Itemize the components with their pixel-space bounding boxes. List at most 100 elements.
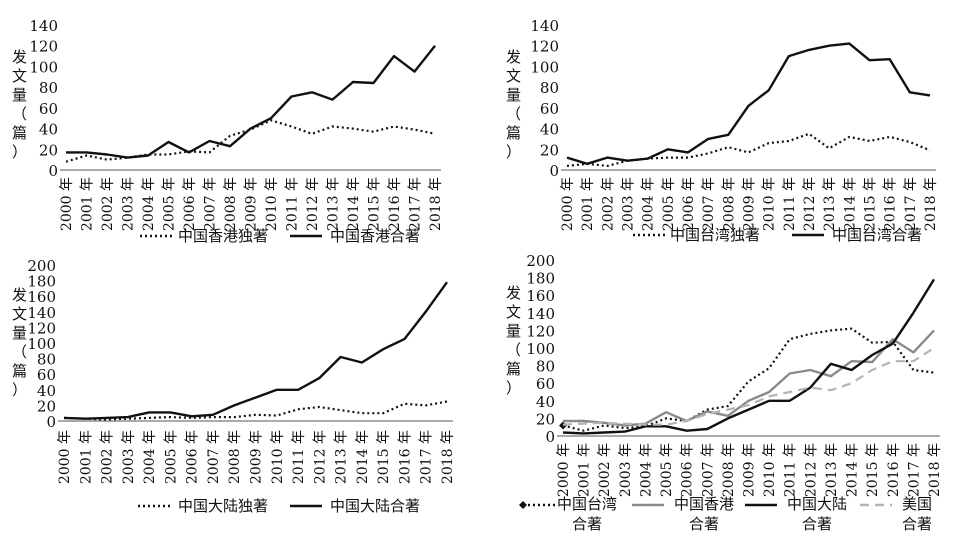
x-tick-label: 2005 年 bbox=[162, 177, 178, 231]
x-tick-label: 2003 年 bbox=[618, 443, 634, 497]
legend-label: 中国大陆合著 bbox=[330, 497, 420, 515]
x-tick-label: 2007 年 bbox=[700, 443, 716, 497]
y-tick-label: 120 bbox=[27, 319, 56, 337]
y-tick-label: 180 bbox=[27, 273, 56, 291]
x-tick-label: 2009 年 bbox=[742, 177, 758, 231]
x-tick-label: 2003 年 bbox=[121, 430, 137, 484]
y-tick-label: 40 bbox=[37, 382, 56, 400]
x-tick-label: 2007 年 bbox=[206, 430, 222, 484]
x-tick-label: 2014 年 bbox=[355, 430, 371, 484]
y-tick-label: 100 bbox=[526, 340, 555, 358]
y-tick-label: 0 bbox=[48, 162, 58, 180]
y-tick-label: 60 bbox=[540, 100, 559, 118]
legend-label: 中国台湾合著 bbox=[832, 226, 922, 244]
x-tick-label: 2015 年 bbox=[376, 430, 392, 484]
x-tick-label: 2001 年 bbox=[580, 177, 596, 231]
x-tick-label: 2013 年 bbox=[334, 430, 350, 484]
x-tick-label: 2018 年 bbox=[923, 177, 939, 231]
x-tick-label: 2014 年 bbox=[845, 443, 861, 497]
y-tick-label: 60 bbox=[536, 375, 555, 393]
y-tick-label: 0 bbox=[46, 413, 56, 431]
x-tick-label: 2016 年 bbox=[883, 177, 899, 231]
y-tick-label: 60 bbox=[39, 100, 58, 118]
y-tick-label: 80 bbox=[540, 79, 559, 97]
x-tick-label: 2012 年 bbox=[312, 430, 328, 484]
y-tick-label: 120 bbox=[526, 322, 555, 340]
y-tick-label: 140 bbox=[526, 305, 555, 323]
legend-item: 中国香港合著 bbox=[632, 495, 734, 533]
x-tick-label: 2011 年 bbox=[291, 430, 307, 484]
x-tick-label: 2007 年 bbox=[203, 177, 219, 231]
y-tick-label: 80 bbox=[536, 358, 555, 376]
x-tick-label: 2004 年 bbox=[141, 177, 157, 231]
legend-label: 中国香港独著 bbox=[178, 227, 268, 245]
x-tick-label: 2002 年 bbox=[597, 443, 613, 497]
x-tick-label: 2000 年 bbox=[556, 443, 572, 497]
y-tick-label: 100 bbox=[530, 58, 559, 76]
legend-item: 中国大陆独著 bbox=[138, 497, 268, 515]
x-tick-label: 2016 年 bbox=[397, 430, 413, 484]
x-tick-label: 2000 年 bbox=[560, 177, 576, 231]
x-tick-label: 2018 年 bbox=[927, 443, 943, 497]
legend: 中国香港独著 中国香港合著 bbox=[140, 227, 420, 245]
x-tick-label: 2012 年 bbox=[802, 177, 818, 231]
y-tick-label: 20 bbox=[536, 410, 555, 428]
x-tick-label: 2018 年 bbox=[428, 177, 444, 231]
x-tick-label: 2007 年 bbox=[701, 177, 717, 231]
x-tick-label: 2009 年 bbox=[742, 443, 758, 497]
x-tick-label: 2006 年 bbox=[182, 177, 198, 231]
x-tick-label: 2012 年 bbox=[305, 177, 321, 231]
y-axis-label: 发文量（篇） bbox=[12, 48, 27, 161]
legend-label: 中国香港合著 bbox=[674, 495, 734, 533]
x-tick-label: 2009 年 bbox=[249, 430, 265, 484]
x-tick-label: 2010 年 bbox=[264, 177, 280, 231]
x-tick-label: 2000 年 bbox=[59, 177, 75, 231]
x-tick-label: 2002 年 bbox=[100, 430, 116, 484]
x-tick-label: 2003 年 bbox=[121, 177, 137, 231]
y-axis-label: 发文量（篇） bbox=[506, 284, 521, 397]
x-tick-label: 2005 年 bbox=[661, 177, 677, 231]
x-tick-label: 2000 年 bbox=[57, 430, 73, 484]
x-tick-label: 2014 年 bbox=[842, 177, 858, 231]
x-tick-label: 2015 年 bbox=[865, 443, 881, 497]
x-tick-label: 2010 年 bbox=[762, 177, 778, 231]
x-tick-label: 2017 年 bbox=[903, 177, 919, 231]
legend-label: 中国台湾合著 bbox=[557, 495, 617, 533]
legend-label: 中国台湾独著 bbox=[670, 226, 760, 244]
y-tick-label: 200 bbox=[526, 252, 555, 270]
legend: 中国台湾独著 中国台湾合著 bbox=[633, 226, 922, 244]
x-tick-label: 2017 年 bbox=[906, 443, 922, 497]
y-tick-label: 200 bbox=[27, 257, 56, 275]
x-tick-label: 2005 年 bbox=[163, 430, 179, 484]
y-axis-label: 发文量（篇） bbox=[506, 48, 521, 161]
series-line-0 bbox=[65, 119, 436, 163]
x-tick-label: 2004 年 bbox=[142, 430, 158, 484]
x-tick-label: 2008 年 bbox=[223, 177, 239, 231]
x-tick-label: 2008 年 bbox=[721, 177, 737, 231]
x-tick-label: 2001 年 bbox=[577, 443, 593, 497]
series-line-0 bbox=[63, 400, 448, 421]
x-tick-label: 2004 年 bbox=[641, 177, 657, 231]
x-tick-label: 2002 年 bbox=[600, 177, 616, 231]
legend-item: 中国香港独著 bbox=[140, 227, 268, 245]
series-line-0 bbox=[562, 327, 935, 432]
x-tick-label: 2010 年 bbox=[270, 430, 286, 484]
x-tick-label: 2018 年 bbox=[440, 430, 456, 484]
x-tick-label: 2005 年 bbox=[659, 443, 675, 497]
x-tick-label: 2013 年 bbox=[822, 177, 838, 231]
y-tick-label: 180 bbox=[526, 270, 555, 288]
x-tick-label: 2006 年 bbox=[680, 443, 696, 497]
y-tick-label: 40 bbox=[540, 121, 559, 139]
x-tick-label: 2003 年 bbox=[621, 177, 637, 231]
legend-item: 中国大陆合著 bbox=[290, 497, 420, 515]
legend-label: 美国合著 bbox=[902, 495, 932, 533]
y-tick-label: 160 bbox=[27, 288, 56, 306]
x-tick-label: 2012 年 bbox=[803, 443, 819, 497]
legend-label: 中国大陆合著 bbox=[787, 495, 847, 533]
y-tick-label: 0 bbox=[549, 162, 559, 180]
x-tick-label: 2008 年 bbox=[227, 430, 243, 484]
